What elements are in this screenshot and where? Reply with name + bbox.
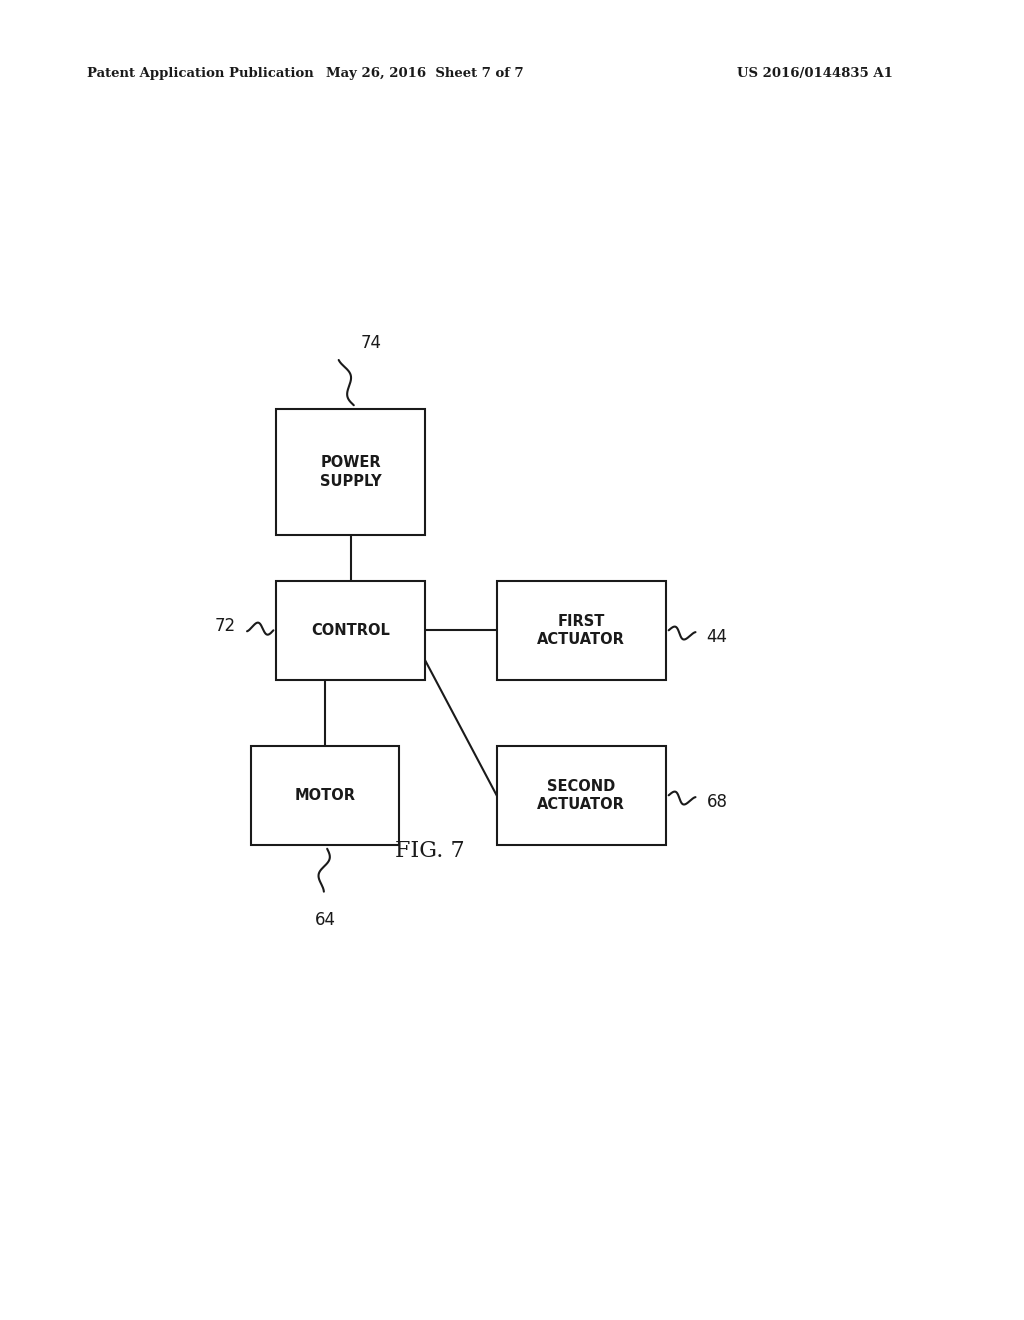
Text: POWER
SUPPLY: POWER SUPPLY [319,455,382,488]
Text: May 26, 2016  Sheet 7 of 7: May 26, 2016 Sheet 7 of 7 [327,67,523,81]
Text: Patent Application Publication: Patent Application Publication [87,67,313,81]
Text: US 2016/0144835 A1: US 2016/0144835 A1 [737,67,893,81]
Text: 74: 74 [361,334,382,352]
FancyBboxPatch shape [276,581,425,680]
Text: 68: 68 [707,793,728,810]
FancyBboxPatch shape [251,746,399,845]
Text: FIRST
ACTUATOR: FIRST ACTUATOR [538,614,625,647]
Text: 72: 72 [214,618,236,635]
FancyBboxPatch shape [276,409,425,535]
Text: 64: 64 [314,911,336,929]
Text: CONTROL: CONTROL [311,623,390,638]
FancyBboxPatch shape [497,581,666,680]
Text: 44: 44 [707,628,728,645]
Text: SECOND
ACTUATOR: SECOND ACTUATOR [538,779,625,812]
FancyBboxPatch shape [497,746,666,845]
Text: FIG. 7: FIG. 7 [395,841,465,862]
Text: MOTOR: MOTOR [295,788,355,803]
